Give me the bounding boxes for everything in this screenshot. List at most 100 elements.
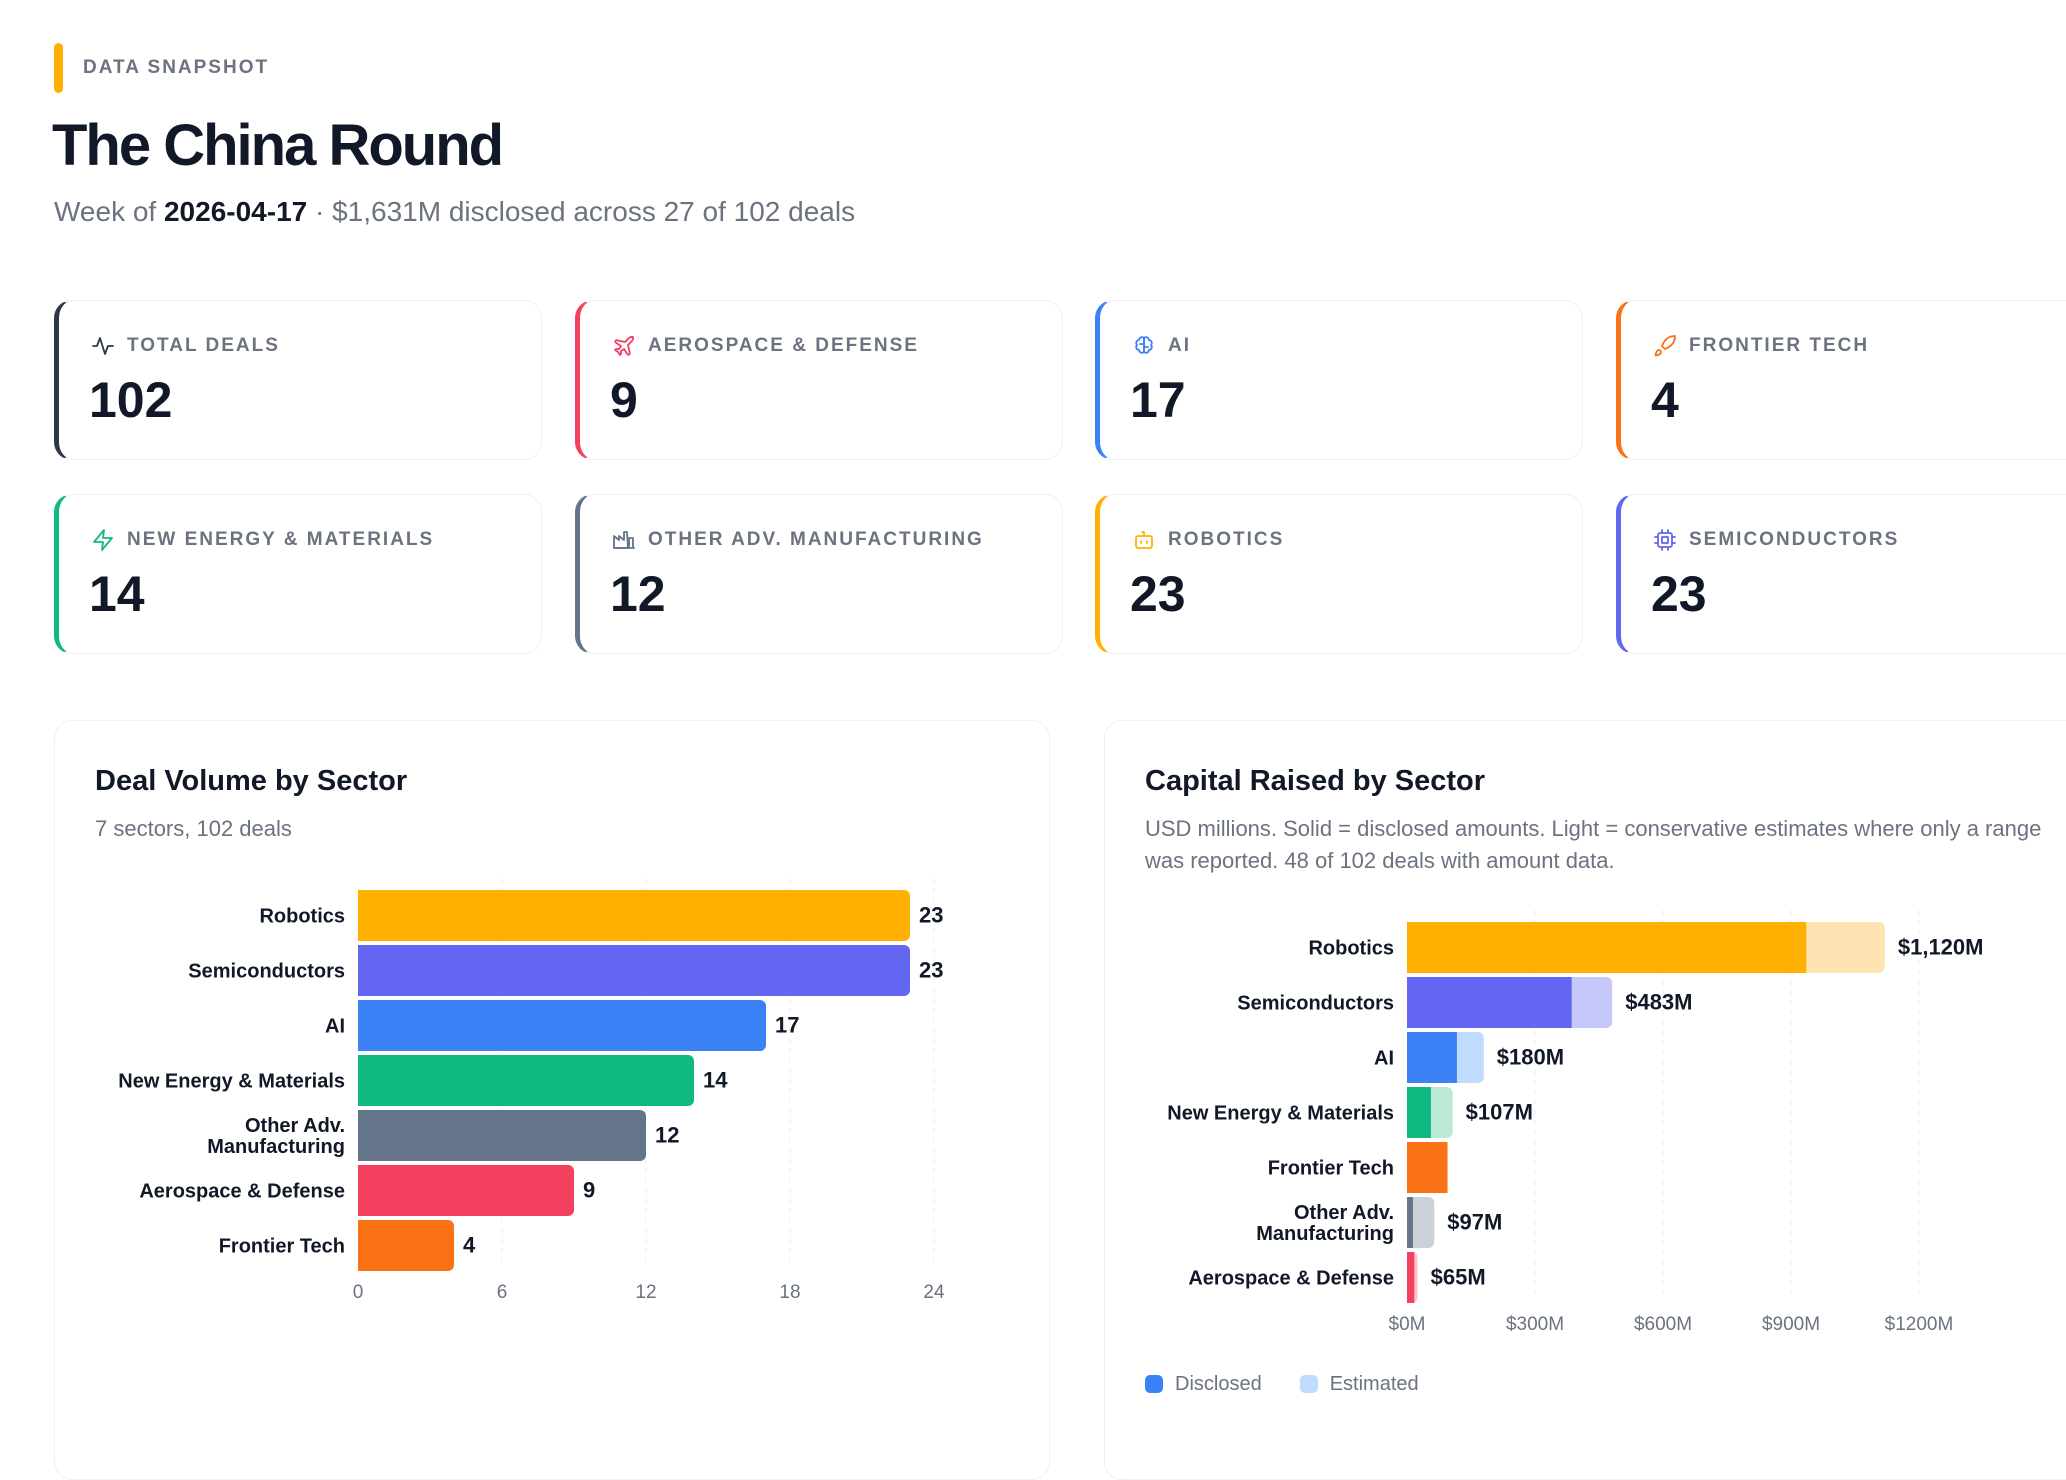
bar-disclosed	[1407, 1032, 1457, 1083]
legend-swatch	[1299, 1375, 1318, 1393]
chart-title: Capital Raised by Sector	[1145, 765, 1486, 797]
bar-value-label: 23	[919, 903, 943, 928]
chart-title: Deal Volume by Sector	[95, 765, 408, 797]
deal-volume-panel: Deal Volume by Sector 7 sectors, 102 dea…	[54, 720, 1050, 1480]
accent-bar	[54, 43, 63, 93]
bar-value-label: $1,120M	[1898, 935, 1984, 960]
summary-text: · $1,631M disclosed across 27 of 102 dea…	[315, 196, 856, 227]
page-subtitle: Week of 2026-04-17 · $1,631M disclosed a…	[54, 196, 855, 228]
stat-label: AI	[1132, 334, 1191, 358]
stat-label-text: ROBOTICS	[1168, 529, 1285, 550]
x-tick-label: 24	[923, 1282, 945, 1303]
activity-icon	[92, 337, 114, 355]
bar-value-label: $65M	[1431, 1265, 1486, 1290]
legend-label: Estimated	[1329, 1373, 1419, 1395]
stat-label-text: FRONTIER TECH	[1689, 335, 1870, 356]
legend-label: Disclosed	[1175, 1373, 1262, 1395]
bar	[358, 1000, 766, 1051]
stat-label-text: OTHER ADV. MANUFACTURING	[648, 529, 984, 550]
bar-disclosed	[1407, 1087, 1431, 1138]
bar-disclosed	[1407, 1197, 1413, 1248]
chart-subtitle: USD millions. Solid = disclosed amounts.…	[1145, 816, 2042, 873]
deal-volume-chart: 0 6 12 18 24 Robotics 23 Semiconductors 23 AI 17 Ne…	[118, 878, 945, 1303]
stat-card-total-deals: TOTAL DEALS 102	[54, 300, 542, 460]
category-label: Aerospace & Defense	[139, 1181, 345, 1203]
stat-label-text: NEW ENERGY & MATERIALS	[127, 529, 435, 550]
x-tick-label: 6	[497, 1282, 508, 1303]
bar	[358, 1055, 694, 1106]
bar-value-label: 17	[775, 1013, 799, 1038]
bar-value-label: $483M	[1625, 990, 1692, 1015]
category-label: Manufacturing	[207, 1136, 345, 1158]
bar-disclosed	[1407, 977, 1572, 1028]
stat-value: 12	[610, 566, 666, 622]
factory-icon	[613, 531, 635, 549]
capital-raised-chart: $0M $300M $600M $900M $1200M Robotics $1,120M S…	[1167, 910, 1984, 1335]
category-label: AI	[1374, 1048, 1394, 1070]
bar-value-label: 23	[919, 958, 943, 983]
eyebrow-label: DATA SNAPSHOT	[83, 57, 270, 78]
chip-icon	[1654, 529, 1676, 551]
bar-disclosed	[1407, 1252, 1415, 1303]
stat-value: 23	[1651, 566, 1707, 622]
bar-base	[358, 1110, 366, 1161]
x-tick-label: $0M	[1389, 1314, 1426, 1335]
stat-value: 14	[89, 566, 145, 622]
stat-card-ai: AI 17	[1095, 300, 1583, 460]
bar	[358, 1110, 646, 1161]
stat-value: 4	[1651, 372, 1679, 428]
bar-estimated	[1407, 1197, 1435, 1248]
x-tick-label: 0	[353, 1282, 364, 1303]
bar	[358, 945, 910, 996]
stat-label: OTHER ADV. MANUFACTURING	[612, 528, 984, 552]
category-label: Aerospace & Defense	[1188, 1268, 1394, 1290]
rocket-icon	[1654, 335, 1676, 357]
stat-label-text: AEROSPACE & DEFENSE	[648, 335, 919, 356]
bar-base	[358, 1055, 366, 1106]
stat-label: NEW ENERGY & MATERIALS	[91, 528, 434, 552]
week-date: 2026-04-17	[163, 196, 308, 227]
bar-disclosed	[1407, 1142, 1448, 1193]
stat-label: ROBOTICS	[1132, 528, 1284, 552]
stat-value: 102	[89, 372, 173, 428]
stat-value: 17	[1130, 372, 1186, 428]
stat-card-frontier-tech: FRONTIER TECH 4	[1616, 300, 2066, 460]
week-prefix: Week of	[54, 196, 157, 227]
category-label: Semiconductors	[188, 961, 345, 983]
x-tick-label: 18	[779, 1282, 800, 1303]
stat-card-semiconductors: SEMICONDUCTORS 23	[1616, 494, 2066, 654]
legend-item-estimated[interactable]: Estimated	[1299, 1373, 1419, 1396]
bar-base	[358, 1165, 366, 1216]
stat-value: 9	[610, 372, 638, 428]
robot-icon	[1135, 531, 1153, 549]
stat-label: FRONTIER TECH	[1653, 334, 1869, 358]
stat-card-new-energy-materials: NEW ENERGY & MATERIALS 14	[54, 494, 542, 654]
x-tick-label: $900M	[1762, 1314, 1820, 1335]
bar	[358, 890, 910, 941]
bar-value-label: 9	[583, 1178, 595, 1203]
category-label: Robotics	[259, 906, 345, 928]
legend-item-disclosed[interactable]: Disclosed	[1145, 1373, 1262, 1396]
stat-card-robotics: ROBOTICS 23	[1095, 494, 1583, 654]
stat-label: TOTAL DEALS	[91, 334, 280, 358]
bar-value-label: 4	[463, 1233, 476, 1258]
stat-label-text: TOTAL DEALS	[127, 335, 280, 356]
capital-raised-panel: Capital Raised by Sector USD millions. S…	[1104, 720, 2066, 1480]
chart-legend: Disclosed Estimated	[1145, 1373, 1419, 1396]
x-tick-label: $1200M	[1885, 1314, 1954, 1335]
stat-label-text: SEMICONDUCTORS	[1689, 529, 1900, 550]
bar-value-label: $180M	[1497, 1045, 1564, 1070]
stat-card-other-adv-manufacturing: OTHER ADV. MANUFACTURING 12	[575, 494, 1063, 654]
legend-swatch	[1145, 1375, 1163, 1393]
category-label: Other Adv.	[245, 1115, 345, 1137]
category-label: New Energy & Materials	[1167, 1103, 1394, 1125]
bar-disclosed	[1407, 922, 1807, 973]
bar-value-label: 14	[703, 1068, 728, 1093]
category-label: Semiconductors	[1237, 993, 1394, 1015]
bar-value-label: $97M	[1447, 1210, 1502, 1235]
plane-icon	[614, 335, 635, 356]
stat-value: 23	[1130, 566, 1186, 622]
stat-label-text: AI	[1168, 335, 1191, 356]
x-tick-label: $300M	[1506, 1314, 1564, 1335]
bar	[358, 1220, 454, 1271]
